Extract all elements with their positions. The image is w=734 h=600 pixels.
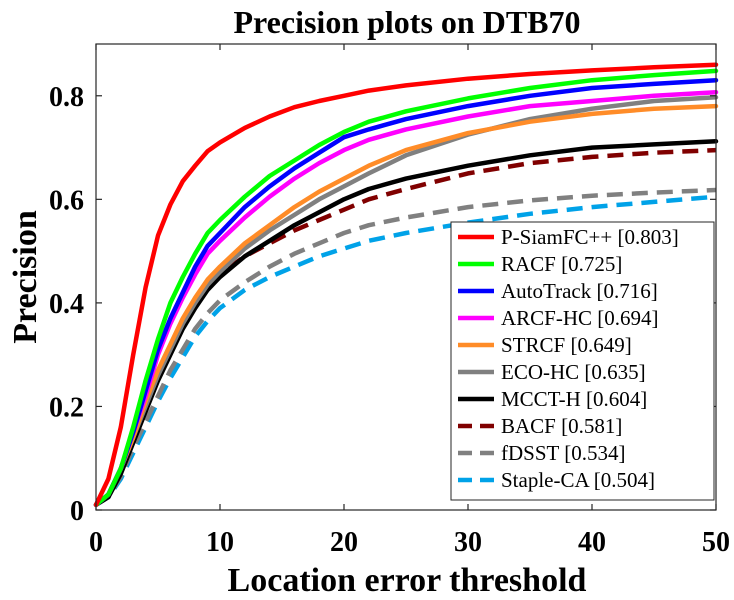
legend-label: BACF [0.581] (501, 414, 622, 438)
legend-box (450, 221, 715, 501)
legend-label: fDSST [0.534] (501, 441, 625, 465)
legend-label: ARCF-HC [0.694] (501, 306, 659, 330)
legend: P-SiamFC++ [0.803] RACF [0.725] AutoTrack … (450, 221, 715, 501)
series-line-racf (93, 68, 719, 508)
legend-label: ECO-HC [0.635] (501, 360, 646, 384)
x-axis-ticks: 0 10 20 30 40 50 (89, 44, 730, 558)
legend-label: P-SiamFC++ [0.803] (501, 225, 679, 249)
series-lines (93, 62, 719, 508)
axes-frame (95, 43, 717, 511)
legend-label: Staple-CA [0.504] (501, 468, 655, 492)
axes-box (95, 43, 717, 511)
y-tick-label: 0.8 (49, 82, 84, 113)
y-axis-label: Precision (7, 210, 44, 344)
x-tick-label: 0 (89, 527, 103, 558)
x-tick-label: 40 (578, 527, 606, 558)
y-tick-label: 0 (70, 496, 84, 527)
legend-label: RACF [0.725] (501, 252, 622, 276)
chart-title: Precision plots on DTB70 (234, 4, 581, 40)
legend-label: AutoTrack [0.716] (501, 279, 658, 303)
y-tick-label: 0.4 (49, 289, 84, 320)
legend-label: STRCF [0.649] (501, 333, 632, 357)
series-line-fdsst (94, 187, 717, 507)
x-tick-label: 10 (206, 527, 234, 558)
legend-label: MCCT-H [0.604] (501, 387, 647, 411)
x-tick-label: 30 (454, 527, 482, 558)
y-tick-label: 0.6 (49, 185, 84, 216)
y-axis-ticks: 0 0.2 0.4 0.6 0.8 (49, 82, 716, 527)
x-axis-label: Location error threshold (228, 562, 587, 599)
series-line-p-siamfc (93, 62, 719, 508)
x-tick-label: 50 (702, 527, 730, 558)
x-tick-label: 20 (330, 527, 358, 558)
y-tick-label: 0.2 (49, 392, 84, 423)
